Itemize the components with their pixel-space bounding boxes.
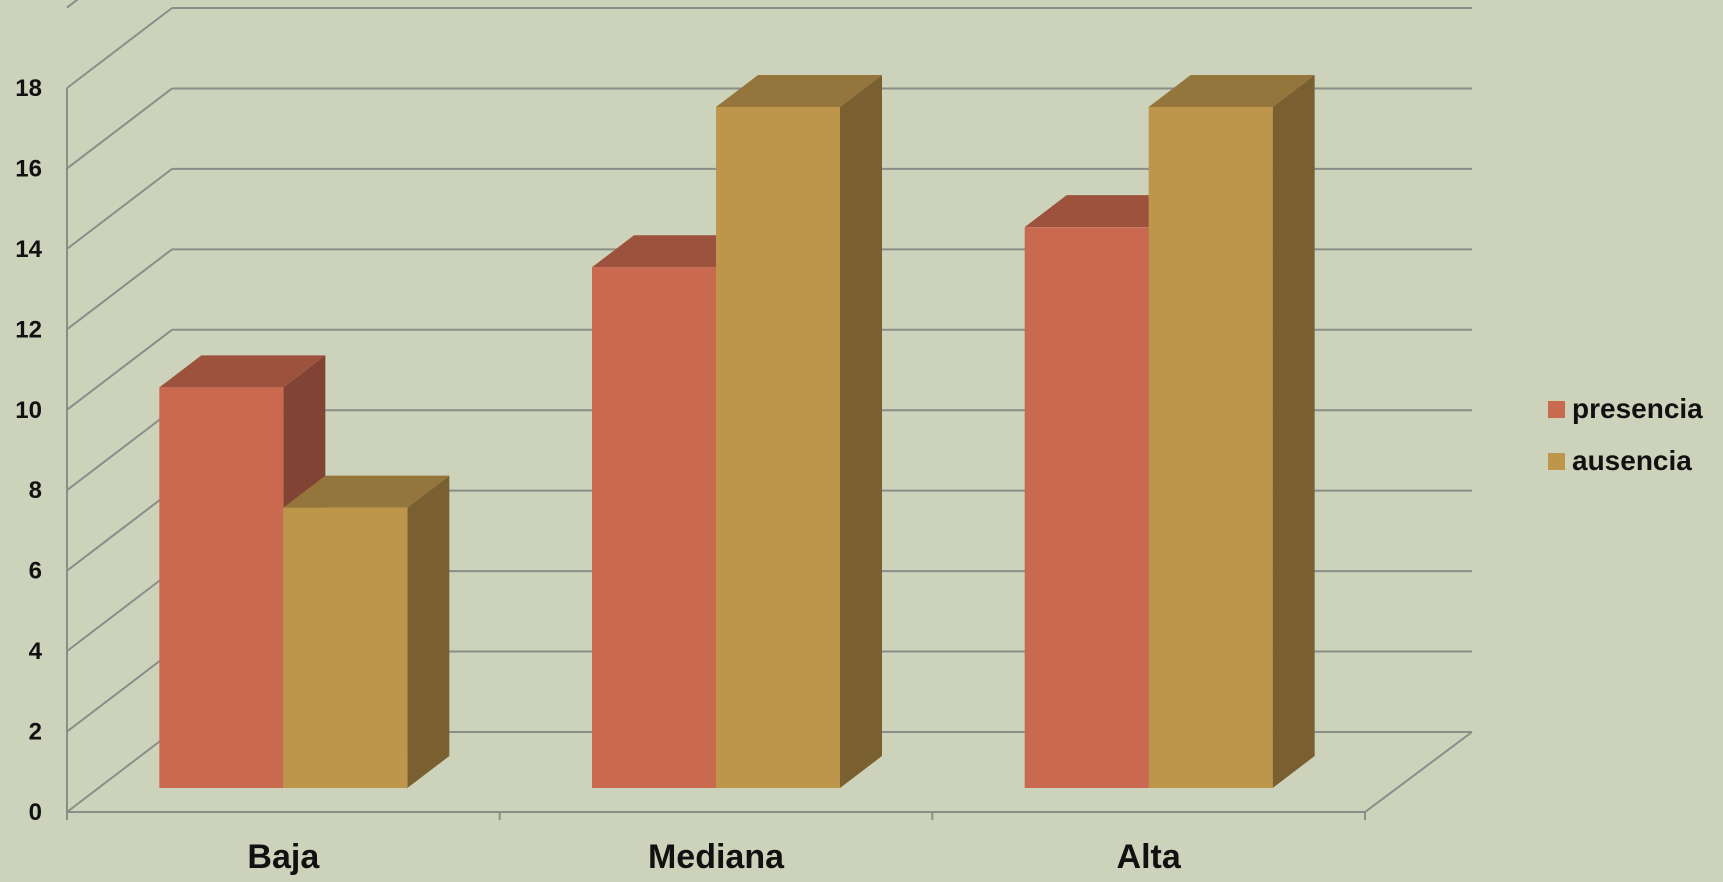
legend-label: presencia xyxy=(1572,393,1703,424)
bar-front xyxy=(159,387,284,788)
legend-item-presencia: presencia xyxy=(1548,393,1703,424)
bar-ausencia-Baja xyxy=(283,475,450,788)
side-gridline xyxy=(66,650,173,733)
side-gridline xyxy=(66,7,173,89)
side-gridline xyxy=(66,489,173,572)
x-category-label: Alta xyxy=(1117,838,1182,876)
bar-side xyxy=(1272,75,1315,788)
bar-front xyxy=(1148,107,1273,788)
bar-ausencia-Mediana xyxy=(716,75,882,788)
y-tick-label: 8 xyxy=(29,477,42,504)
floor-edge xyxy=(1364,731,1473,813)
bar-front xyxy=(716,107,840,788)
side-gridline xyxy=(66,0,79,9)
bars xyxy=(159,75,1315,789)
side-gridline xyxy=(66,87,173,170)
side-gridline xyxy=(66,409,173,492)
bar-top xyxy=(283,475,450,508)
x-axis-category-labels: Baja Mediana Alta xyxy=(247,838,1181,876)
legend-swatch xyxy=(1548,453,1565,470)
y-tick-label: 2 xyxy=(29,719,42,746)
y-tick-label: 10 xyxy=(15,397,42,424)
legend-swatch xyxy=(1548,401,1565,418)
side-gridline xyxy=(66,731,173,813)
y-tick-label: 12 xyxy=(15,316,42,343)
side-gridline xyxy=(66,168,173,250)
y-tick-label: 18 xyxy=(15,75,42,102)
y-tick-label: 4 xyxy=(29,638,43,665)
legend-label: ausencia xyxy=(1572,445,1692,476)
side-gridline xyxy=(66,328,173,411)
y-tick-label: 16 xyxy=(15,155,42,182)
side-gridline xyxy=(66,248,173,331)
legend: presencia ausencia xyxy=(1548,393,1703,476)
bar-ausencia-Alta xyxy=(1148,75,1315,788)
y-tick-label: 14 xyxy=(15,236,42,263)
legend-item-ausencia: ausencia xyxy=(1548,445,1692,476)
bar-top xyxy=(716,75,882,107)
bar-top xyxy=(159,355,326,388)
bar-front xyxy=(283,507,408,788)
side-gridline xyxy=(66,570,173,652)
bar-front xyxy=(1024,227,1149,789)
bar-side xyxy=(407,475,450,788)
y-tick-label: 6 xyxy=(29,558,42,585)
bar-front xyxy=(592,267,716,788)
x-category-label: Mediana xyxy=(648,838,785,876)
bar-top xyxy=(1148,75,1315,107)
x-category-label: Baja xyxy=(247,838,320,876)
y-tick-label: 0 xyxy=(29,799,42,826)
bar-side xyxy=(840,75,882,788)
y-axis-tick-labels: 0 2 4 6 8 10 12 14 16 18 xyxy=(15,75,42,826)
